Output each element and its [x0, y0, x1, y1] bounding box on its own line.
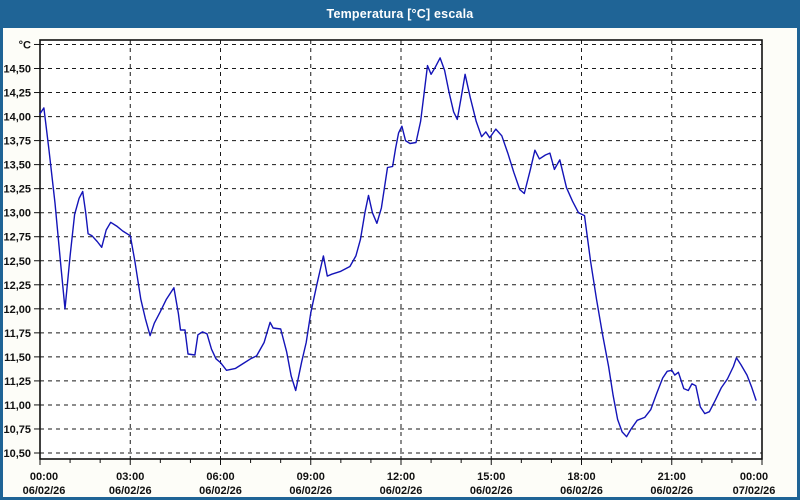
x-axis-date-label: 06/02/26 [289, 485, 332, 497]
x-axis-time-label: 00:00 [30, 471, 58, 483]
y-axis-tick-label: 10,75 [3, 424, 31, 436]
x-axis-time-label: 00:00 [740, 471, 768, 483]
horizontal-gridlines [40, 43, 762, 454]
x-axis-time-label: 21:00 [658, 471, 686, 483]
y-axis-tick-label: 12,00 [3, 304, 31, 316]
y-axis-tick-label: 14,25 [3, 88, 31, 100]
titlebar[interactable]: Temperatura [°C] escala [0, 0, 800, 28]
y-axis-tick-label: 13,75 [3, 136, 31, 148]
x-axis-time-label: 06:00 [206, 471, 234, 483]
y-axis-tick-label: 12,75 [3, 232, 31, 244]
x-axis-time-label: 03:00 [116, 471, 144, 483]
y-axis-tick-label: 12,50 [3, 256, 31, 268]
y-axis-tick-label: 10,50 [3, 448, 31, 460]
plot-border [39, 39, 763, 460]
y-axis-labels: 14,50 14,25 14,00 13,75 13,50 13,25 13,00 12,75… [3, 39, 31, 460]
x-axis-labels: 00:00 06/02/26 03:00 06/02/26 06:00 06/02/26 0… [23, 471, 776, 497]
x-axis-date-label: 06/02/26 [470, 485, 513, 497]
x-axis-time-label: 12:00 [387, 471, 415, 483]
temperature-chart: 14,50 14,25 14,00 13,75 13,50 13,25 13,00 12,75… [3, 39, 776, 497]
temperature-series-line [39, 57, 757, 438]
y-axis-tick-label: 14,00 [3, 112, 31, 124]
window-content: 14,50 14,25 14,00 13,75 13,50 13,25 13,00 12,75… [0, 28, 800, 500]
plot-area: 14,50 14,25 14,00 13,75 13,50 13,25 13,00 12,75… [3, 28, 797, 497]
x-axis-date-label: 06/02/26 [650, 485, 693, 497]
x-axis-date-label: 07/02/26 [733, 485, 776, 497]
x-axis-time-label: 09:00 [297, 471, 325, 483]
vertical-gridlines [129, 40, 673, 459]
y-axis-tick-label: 11,75 [4, 328, 31, 340]
x-axis-time-label: 18:00 [567, 471, 595, 483]
x-axis-date-label: 06/02/26 [109, 485, 152, 497]
window-title: Temperatura [°C] escala [326, 7, 474, 21]
y-axis-tick-label: 14,50 [3, 64, 31, 76]
y-axis-tick-label: 12,25 [3, 280, 31, 292]
y-axis-tick-label: 13,50 [3, 160, 31, 172]
y-axis-tick-label: 11,00 [4, 400, 31, 412]
x-axis-date-label: 06/02/26 [23, 485, 66, 497]
y-axis-tick-label: 13,00 [3, 208, 31, 220]
y-axis-unit-label: °C [19, 39, 31, 51]
x-axis-date-label: 06/02/26 [560, 485, 603, 497]
x-axis-date-label: 06/02/26 [380, 485, 423, 497]
y-axis-tick-label: 13,25 [3, 184, 31, 196]
x-axis-time-label: 15:00 [477, 471, 505, 483]
x-axis-date-label: 06/02/26 [199, 485, 242, 497]
y-axis-tick-label: 11,50 [4, 352, 31, 364]
y-axis-tick-label: 11,25 [4, 376, 31, 388]
